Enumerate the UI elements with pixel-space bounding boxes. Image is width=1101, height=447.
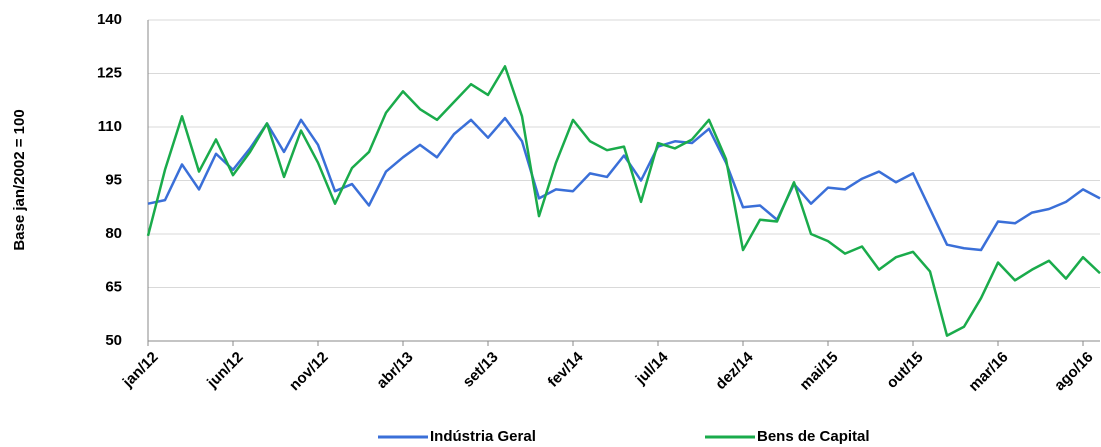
series-line [146, 65, 1101, 337]
x-tick-label: ago/16 [1051, 349, 1097, 395]
x-tick-label: mai/15 [797, 349, 842, 394]
x-tick-label: jul/14 [632, 348, 672, 388]
y-tick-label: 140 [97, 11, 122, 28]
y-tick-label: 65 [105, 278, 122, 295]
x-tick-label: set/13 [460, 349, 502, 391]
y-axis-title: Base jan/2002 = 100 [11, 109, 28, 250]
x-tick-label: fev/14 [545, 348, 588, 391]
series-line [147, 116, 1101, 252]
y-tick-label: 125 [97, 64, 122, 81]
y-tick-label: 50 [105, 332, 122, 349]
x-tick-label: dez/14 [712, 348, 757, 393]
x-tick-label: abr/13 [373, 349, 416, 392]
y-tick-label: 80 [105, 225, 122, 242]
x-tick-label: jan/12 [119, 349, 162, 392]
x-tick-label: nov/12 [286, 349, 332, 395]
x-tick-label: out/15 [883, 349, 926, 392]
y-tick-label: 110 [98, 118, 122, 135]
y-tick-label: 95 [105, 171, 122, 188]
x-tick-label: mar/16 [965, 349, 1011, 395]
legend-label: Indústria Geral [430, 428, 536, 445]
legend-label: Bens de Capital [757, 428, 870, 445]
x-tick-label: jun/12 [203, 349, 246, 392]
